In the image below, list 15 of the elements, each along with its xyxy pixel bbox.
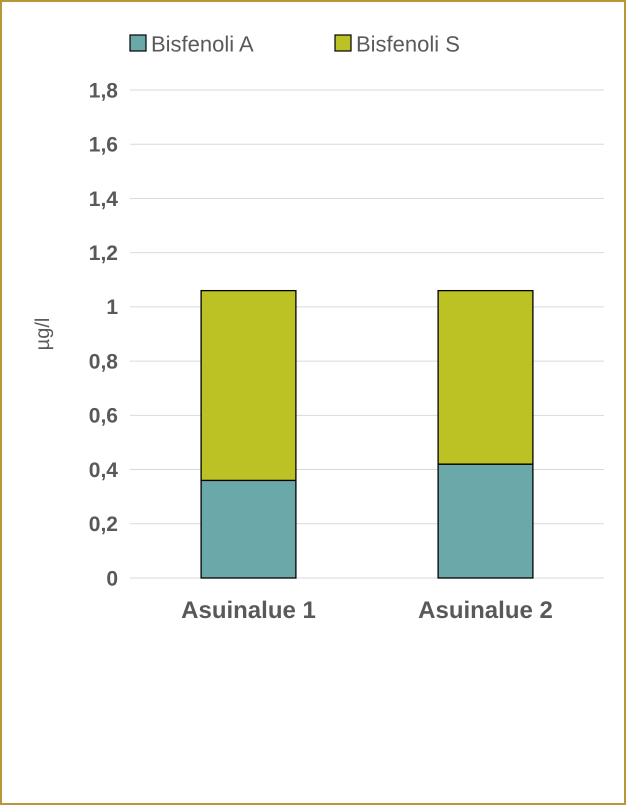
y-tick-label: 0,4 xyxy=(88,458,118,482)
y-tick-label: 1,6 xyxy=(88,134,118,157)
y-tick-label: 1,2 xyxy=(88,242,118,266)
legend-label: Bisfenoli S xyxy=(356,32,460,57)
legend-label: Bisfenoli A xyxy=(151,32,254,57)
y-tick-label: 1,8 xyxy=(88,79,118,102)
y-tick-label: 0 xyxy=(106,567,118,590)
y-tick-label: 1 xyxy=(106,296,118,320)
y-tick-label: 0,2 xyxy=(88,513,118,536)
y-tick-label: 0,8 xyxy=(88,350,118,374)
x-tick-label: Asuinalue 1 xyxy=(181,597,316,624)
y-tick-label: 0,6 xyxy=(88,404,118,428)
y-tick-label: 1,4 xyxy=(88,188,118,211)
x-tick-label: Asuinalue 2 xyxy=(418,597,553,624)
y-axis-title: µg/l xyxy=(32,318,54,350)
